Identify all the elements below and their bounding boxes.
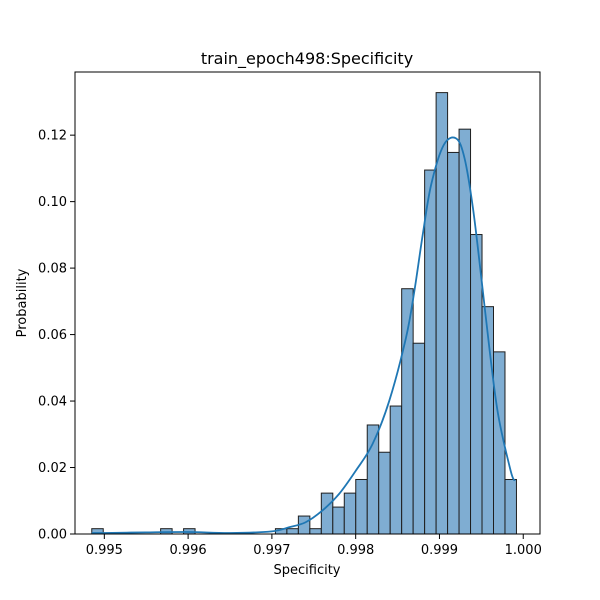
y-axis: 0.00 0.02 0.04 0.06 0.08 0.10 0.12 [38,129,75,543]
x-axis-label: Specificity [274,563,341,578]
histogram-bar [412,342,426,535]
histogram-bar [343,492,357,535]
histogram-bar [355,478,368,535]
kde-curve [91,136,516,534]
y-tick-label: 0.02 [38,461,67,476]
x-tick-label: 0.996 [169,543,206,558]
histogram-bar [309,528,322,535]
plot-area [74,71,541,535]
y-tick-label: 0.12 [38,129,67,144]
histogram-bar [332,506,345,535]
x-tick-label: 0.997 [253,543,290,558]
plot-frame [74,71,541,535]
histogram-bar [320,492,334,535]
histogram-bar [389,405,403,535]
y-tick-label: 0.04 [38,395,67,410]
histogram-bar [470,234,483,535]
histogram-bar [447,151,460,535]
histogram-bar [378,451,391,535]
chart-title: train_epoch498:Specificity [201,49,413,69]
histogram-bar [286,528,299,535]
histogram-bar [458,128,472,535]
x-tick-label: 0.998 [337,543,374,558]
y-tick-label: 0.06 [38,328,67,343]
y-tick-label: 0.08 [38,262,67,277]
x-axis: 0.995 0.996 0.997 0.998 0.999 1.000 [86,534,542,558]
histogram-bar [424,169,437,535]
histogram-bar [504,478,517,535]
x-tick-label: 0.999 [421,543,458,558]
y-tick-label: 0.10 [38,195,67,210]
y-axis-label: Probability [15,268,30,337]
x-tick-label: 0.995 [86,543,123,558]
histogram-bar [401,288,414,535]
y-tick-label: 0.00 [38,528,67,543]
x-tick-label: 1.000 [505,543,542,558]
